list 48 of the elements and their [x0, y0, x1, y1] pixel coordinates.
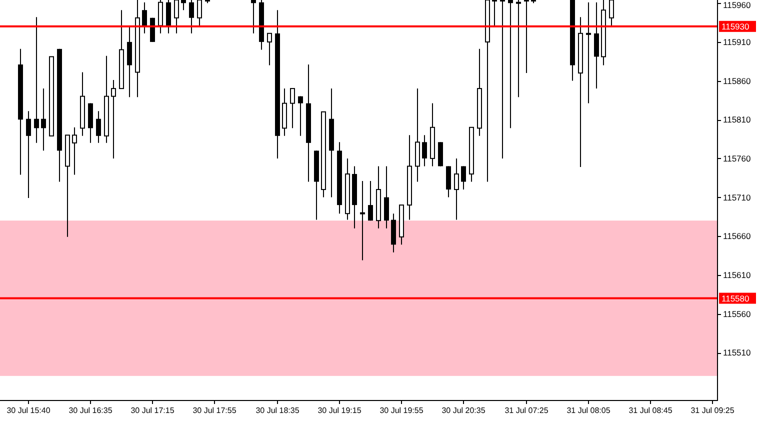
candlestick — [26, 110, 31, 199]
y-tick-label: 115760 — [723, 153, 752, 164]
x-tick-label: 30 Jul 20:35 — [442, 406, 486, 415]
candlestick — [111, 80, 116, 159]
x-tick-label: 30 Jul 17:15 — [130, 406, 175, 415]
candlestick — [72, 126, 77, 176]
candlestick — [189, 0, 194, 34]
x-tick-label: 31 Jul 09:25 — [690, 406, 735, 415]
candlestick — [181, 0, 186, 11]
ref-line-label: 115580 — [722, 293, 750, 304]
x-tick-label: 30 Jul 18:35 — [256, 406, 300, 415]
candlestick — [267, 32, 272, 66]
candlestick — [34, 16, 39, 144]
candlestick — [446, 166, 451, 198]
candlestick — [508, 0, 513, 129]
y-tick-label: 115560 — [723, 308, 752, 319]
x-tick-label: 30 Jul 17:55 — [192, 406, 237, 415]
candlestick — [142, 2, 147, 34]
y-tick-label: 115660 — [723, 231, 752, 242]
candlestick — [360, 180, 365, 261]
candlestick — [96, 110, 101, 144]
candlestick — [166, 0, 171, 34]
y-tick-label: 115960 — [723, 0, 752, 10]
y-tick-label: 115910 — [723, 36, 752, 47]
candlestick — [290, 88, 295, 129]
y-tick-label: 115610 — [723, 270, 752, 280]
ref-line-label: 115930 — [722, 21, 750, 32]
y-tick-label: 115810 — [723, 114, 752, 125]
y-tick-label: 115510 — [723, 348, 752, 358]
candlestick — [422, 134, 427, 167]
x-tick-label: 30 Jul 16:35 — [68, 406, 113, 415]
x-tick-label: 30 Jul 15:40 — [6, 406, 51, 415]
candlestick — [454, 158, 459, 220]
x-tick-label: 31 Jul 07:25 — [504, 406, 549, 415]
x-tick-label: 31 Jul 08:45 — [628, 406, 673, 415]
candlestick — [251, 0, 256, 34]
y-tick-label: 115710 — [723, 192, 752, 202]
x-tick-label: 30 Jul 19:55 — [380, 406, 424, 415]
candlestick — [594, 2, 599, 90]
candlestick — [298, 96, 303, 136]
candlestick — [368, 180, 373, 222]
candlestick — [127, 26, 132, 98]
candlestick — [461, 166, 466, 190]
candlestick — [41, 88, 46, 152]
x-tick-label: 31 Jul 08:05 — [566, 406, 611, 415]
x-tick-label: 30 Jul 19:15 — [318, 406, 362, 415]
candlestick — [384, 166, 389, 229]
y-tick-label: 115860 — [723, 76, 752, 86]
